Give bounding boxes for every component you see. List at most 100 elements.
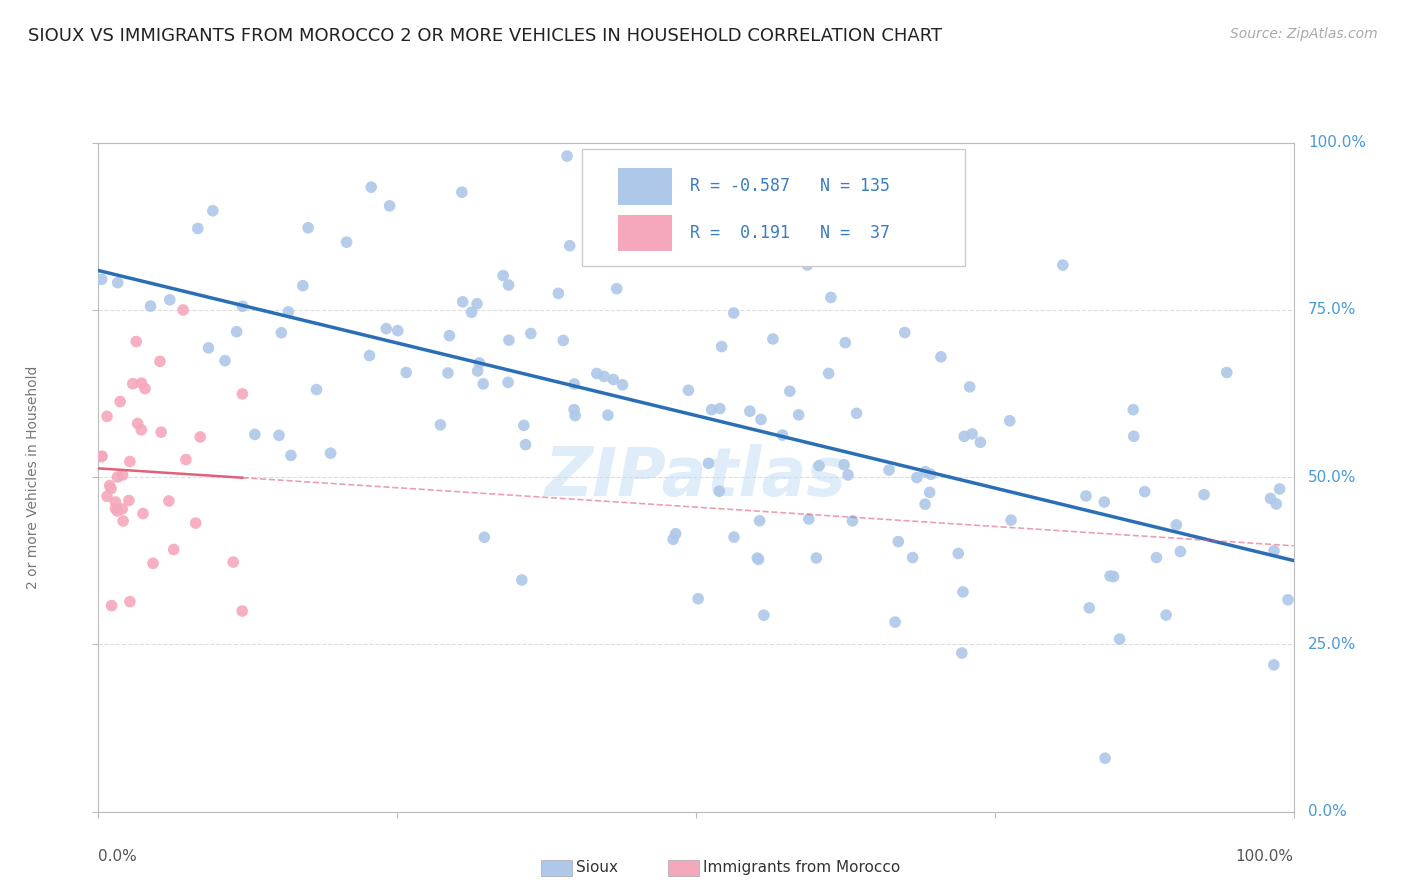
Point [515, 437, 537, 451]
Point [139, 299, 162, 313]
Point [359, 349, 381, 363]
Point [553, 334, 575, 348]
Point [187, 221, 209, 235]
Point [808, 458, 831, 473]
Point [1078, 600, 1101, 615]
Point [174, 452, 197, 467]
Point [232, 299, 254, 313]
Point [749, 412, 772, 426]
Point [474, 530, 496, 544]
Point [159, 293, 181, 307]
Point [738, 404, 761, 418]
Point [709, 484, 731, 499]
Bar [619, 215, 672, 252]
Point [465, 297, 488, 311]
Point [118, 454, 141, 468]
Point [429, 417, 451, 432]
Point [121, 376, 143, 391]
Point [107, 470, 129, 484]
Point [1146, 550, 1168, 565]
Point [914, 465, 936, 479]
Point [1099, 569, 1122, 583]
Text: 0.0%: 0.0% [1308, 805, 1347, 819]
Point [547, 286, 569, 301]
Point [467, 364, 489, 378]
Text: 100.0%: 100.0% [1308, 136, 1365, 150]
Point [319, 446, 342, 460]
Point [662, 533, 685, 547]
Point [877, 463, 900, 477]
Point [197, 341, 219, 355]
Point [612, 377, 634, 392]
Point [163, 542, 186, 557]
Point [920, 467, 942, 482]
Point [111, 468, 134, 483]
Point [127, 417, 149, 431]
Point [837, 467, 859, 482]
Point [1108, 632, 1130, 646]
Point [606, 282, 628, 296]
Point [378, 199, 401, 213]
Point [1268, 482, 1291, 496]
Text: Source: ZipAtlas.com: Source: ZipAtlas.com [1230, 27, 1378, 41]
Point [929, 350, 952, 364]
Point [108, 394, 131, 409]
Point [665, 526, 688, 541]
Text: ZIPatlas: ZIPatlas [546, 444, 846, 510]
Point [492, 268, 515, 283]
Point [375, 321, 398, 335]
Point [451, 294, 474, 309]
Point [439, 328, 461, 343]
Point [188, 430, 211, 444]
Point [817, 367, 839, 381]
Point [723, 530, 745, 544]
Point [583, 245, 606, 260]
Point [150, 425, 173, 439]
Point [585, 367, 607, 381]
Point [950, 646, 973, 660]
Point [513, 418, 536, 433]
Point [118, 594, 141, 608]
Point [104, 501, 127, 516]
Point [558, 238, 581, 252]
Point [806, 551, 828, 566]
Point [747, 551, 769, 566]
Point [118, 493, 141, 508]
Text: R = -0.587   N = 135: R = -0.587 N = 135 [690, 178, 890, 195]
Point [510, 573, 533, 587]
Point [1094, 751, 1116, 765]
Point [697, 456, 720, 470]
Point [100, 482, 122, 496]
Point [779, 384, 801, 399]
Point [214, 353, 236, 368]
Point [953, 429, 976, 443]
Point [1277, 592, 1299, 607]
Point [90, 450, 112, 464]
Point [952, 585, 974, 599]
Text: 2 or more Vehicles in Household: 2 or more Vehicles in Household [25, 366, 39, 589]
Point [1000, 513, 1022, 527]
Point [90, 272, 112, 286]
Point [602, 372, 624, 386]
Point [1122, 402, 1144, 417]
Point [555, 149, 578, 163]
Text: R =  0.191   N =  37: R = 0.191 N = 37 [690, 224, 890, 242]
Point [270, 326, 292, 340]
Point [845, 406, 868, 420]
Point [1092, 495, 1115, 509]
Point [841, 514, 863, 528]
Point [231, 387, 253, 401]
Point [562, 376, 585, 391]
Text: 50.0%: 50.0% [1308, 470, 1357, 484]
Bar [619, 168, 672, 204]
Point [201, 203, 224, 218]
Point [678, 384, 700, 398]
Point [335, 235, 357, 249]
Point [131, 376, 153, 391]
Point [918, 485, 941, 500]
Point [111, 502, 134, 516]
Point [959, 380, 981, 394]
Point [96, 409, 118, 424]
Point [969, 435, 991, 450]
Point [157, 494, 180, 508]
